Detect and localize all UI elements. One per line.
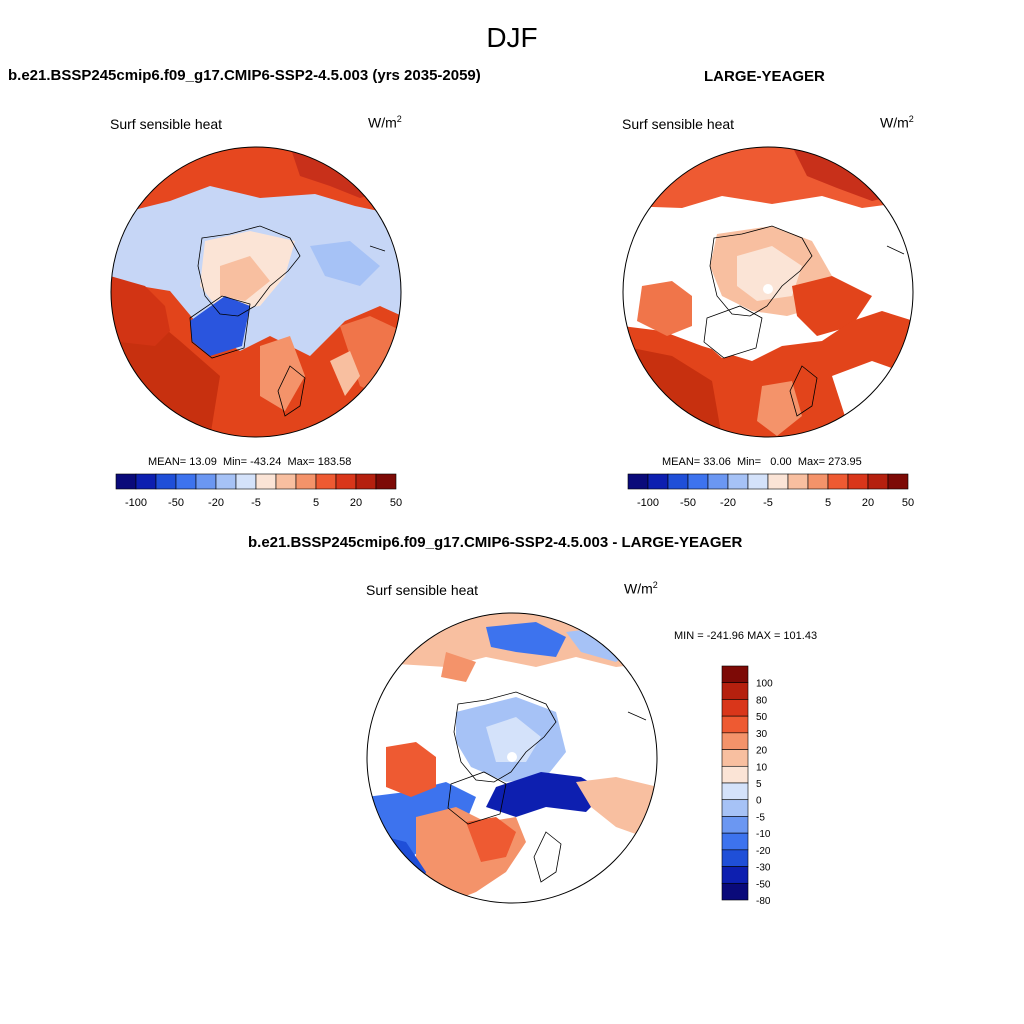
colorbar-swatch bbox=[721, 765, 749, 784]
colorbar-swatch bbox=[721, 682, 749, 700]
colorbar-swatch bbox=[255, 473, 277, 490]
colorbar-tick-label: 50 bbox=[390, 497, 402, 509]
colorbar-tick-label: 5 bbox=[313, 497, 319, 509]
colorbar-tick-label: 50 bbox=[902, 497, 914, 509]
diff-units-label: W/m2 bbox=[624, 580, 658, 597]
right-variable-label: Surf sensible heat bbox=[622, 116, 735, 132]
page-title: DJF bbox=[486, 22, 538, 53]
colorbar-swatch bbox=[727, 473, 749, 490]
colorbar-swatch bbox=[687, 473, 709, 490]
colorbar-swatch bbox=[721, 816, 749, 834]
colorbar-swatch bbox=[115, 473, 137, 490]
diff-polar-map bbox=[366, 612, 658, 904]
colorbar-tick-label: -30 bbox=[756, 863, 771, 874]
colorbar-swatch bbox=[721, 849, 749, 867]
colorbar-tick-label: -50 bbox=[168, 497, 184, 509]
left-variable-label: Surf sensible heat bbox=[110, 116, 223, 132]
colorbar-tick-label: -100 bbox=[125, 497, 147, 509]
colorbar-tick-label: -100 bbox=[637, 497, 659, 509]
colorbar-tick-label: 20 bbox=[756, 746, 768, 757]
colorbar-swatch bbox=[807, 473, 829, 490]
colorbar-tick-label: -5 bbox=[756, 812, 765, 823]
right-units-label: W/m2 bbox=[880, 114, 914, 131]
colorbar-tick-label: -10 bbox=[756, 829, 771, 840]
colorbar-tick-label: 80 bbox=[756, 695, 768, 706]
colorbar-swatch bbox=[721, 882, 749, 901]
colorbar-swatch bbox=[667, 473, 689, 490]
left-panel-title: b.e21.BSSP245cmip6.f09_g17.CMIP6-SSP2-4.… bbox=[8, 67, 481, 84]
colorbar-swatch bbox=[235, 473, 257, 490]
colorbar-swatch bbox=[847, 473, 869, 490]
colorbar-swatch bbox=[315, 473, 337, 490]
colorbar-swatch bbox=[195, 473, 217, 490]
colorbar-swatch bbox=[721, 866, 749, 884]
colorbar-swatch bbox=[155, 473, 177, 490]
colorbar-swatch bbox=[647, 473, 669, 490]
right-stats: MEAN= 33.06 Min= 0.00 Max= 273.95 bbox=[662, 456, 862, 468]
colorbar-tick-label: -20 bbox=[720, 497, 736, 509]
right-polar-map bbox=[622, 146, 914, 438]
colorbar-tick-label: 50 bbox=[756, 712, 768, 723]
colorbar-swatch bbox=[707, 473, 729, 490]
colorbar-swatch bbox=[721, 832, 749, 851]
colorbar-swatch bbox=[887, 473, 909, 490]
colorbar-tick-label: -20 bbox=[756, 846, 771, 857]
colorbar-tick-label: -50 bbox=[680, 497, 696, 509]
left-polar-map bbox=[110, 146, 402, 438]
colorbar-tick-label: -50 bbox=[756, 879, 771, 890]
colorbar-tick-label: -80 bbox=[756, 896, 771, 904]
diff-stats: MIN = -241.96 MAX = 101.43 bbox=[674, 630, 818, 642]
colorbar-swatch bbox=[135, 473, 157, 490]
right-panel-title: LARGE-YEAGER bbox=[704, 68, 825, 85]
colorbar-tick-label: 20 bbox=[862, 497, 874, 509]
colorbar-swatch bbox=[747, 473, 769, 490]
diff-variable-label: Surf sensible heat bbox=[366, 582, 479, 598]
colorbar-swatch bbox=[721, 665, 749, 684]
colorbar-tick-label: 100 bbox=[756, 679, 773, 690]
colorbar-swatch bbox=[767, 473, 789, 490]
colorbar-swatch bbox=[335, 473, 357, 490]
left-units-label: W/m2 bbox=[368, 114, 402, 131]
right-colorbar: -100-50-20-552050100 bbox=[627, 473, 914, 509]
colorbar-swatch bbox=[355, 473, 377, 490]
colorbar-swatch bbox=[375, 473, 397, 490]
colorbar-swatch bbox=[721, 699, 749, 717]
colorbar-tick-label: 30 bbox=[756, 729, 768, 740]
diff-panel-title: b.e21.BSSP245cmip6.f09_g17.CMIP6-SSP2-4.… bbox=[248, 534, 743, 551]
colorbar-swatch bbox=[721, 782, 749, 801]
colorbar-tick-label: -20 bbox=[208, 497, 224, 509]
colorbar-tick-label: 5 bbox=[756, 779, 762, 790]
left-stats: MEAN= 13.09 Min= -43.24 Max= 183.58 bbox=[148, 456, 352, 468]
colorbar-swatch bbox=[721, 749, 749, 767]
colorbar-swatch bbox=[721, 799, 749, 817]
colorbar-swatch bbox=[215, 473, 237, 490]
colorbar-swatch bbox=[867, 473, 889, 490]
colorbar-tick-label: -5 bbox=[763, 497, 773, 509]
colorbar-tick-label: 0 bbox=[756, 796, 762, 807]
colorbar-swatch bbox=[827, 473, 849, 490]
colorbar-tick-label: 10 bbox=[756, 762, 768, 773]
colorbar-tick-label: 5 bbox=[825, 497, 831, 509]
colorbar-swatch bbox=[721, 715, 749, 734]
colorbar-swatch bbox=[175, 473, 197, 490]
colorbar-swatch bbox=[295, 473, 317, 490]
colorbar-tick-label: 20 bbox=[350, 497, 362, 509]
colorbar-swatch bbox=[721, 732, 749, 750]
colorbar-tick-label: -5 bbox=[251, 497, 261, 509]
colorbar-swatch bbox=[627, 473, 649, 490]
colorbar-swatch bbox=[275, 473, 297, 490]
colorbar-swatch bbox=[787, 473, 809, 490]
left-colorbar: -100-50-20-552050100 bbox=[115, 473, 402, 509]
